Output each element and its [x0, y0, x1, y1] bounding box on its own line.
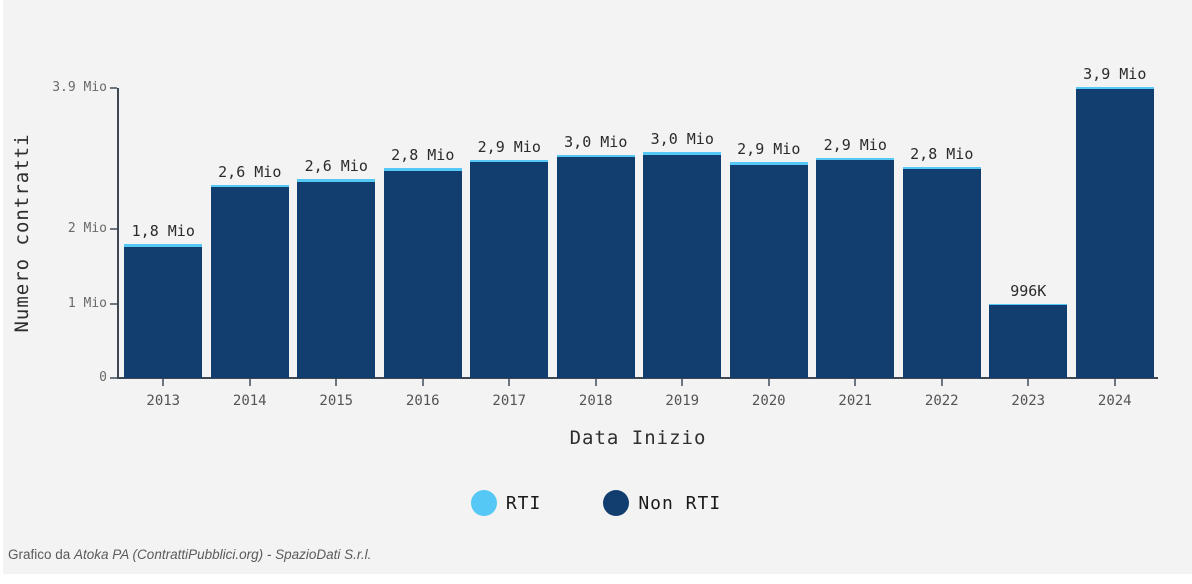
- bar-2022[interactable]: [902, 166, 981, 378]
- x-tick-mark: [1027, 379, 1030, 386]
- legend-swatch-icon: [470, 490, 497, 516]
- y-tick-mark: [110, 87, 117, 89]
- y-tick-mark: [110, 228, 117, 231]
- x-tick-mark: [248, 379, 251, 386]
- y-axis-title: Numero contratti: [11, 133, 33, 333]
- bar-segment-rti[interactable]: [729, 162, 808, 165]
- bar-segment-rti[interactable]: [816, 157, 895, 161]
- y-tick-label: 1 Mio: [67, 295, 107, 311]
- legend-item-non-rti[interactable]: Non RTI: [603, 490, 721, 516]
- bar-value-label: 2,6 Mio: [304, 156, 368, 175]
- x-tick-mark: [767, 379, 770, 386]
- bar-value-label: 2,6 Mio: [218, 162, 282, 181]
- footer-attribution: Grafico da Atoka PA (ContrattiPubblici.o…: [8, 547, 371, 562]
- bar-segment-non-rti[interactable]: [643, 154, 722, 378]
- bar-value-label: 2,8 Mio: [910, 144, 974, 163]
- bar-2016[interactable]: [383, 168, 462, 378]
- x-axis-title: Data Inizio: [569, 427, 707, 449]
- x-tick-label: 2022: [924, 393, 959, 409]
- bar-segment-non-rti[interactable]: [1075, 88, 1154, 378]
- bar-2024[interactable]: [1075, 87, 1154, 378]
- bar-2017[interactable]: [470, 160, 549, 378]
- x-tick-label: 2021: [838, 393, 873, 409]
- legend-label: Non RTI: [638, 492, 722, 514]
- y-axis-line: [117, 88, 119, 378]
- bar-segment-non-rti[interactable]: [470, 162, 549, 378]
- bar-segment-non-rti[interactable]: [729, 164, 808, 378]
- x-tick-label: 2016: [405, 393, 440, 409]
- bar-segment-rti[interactable]: [989, 303, 1068, 305]
- bar-segment-rti[interactable]: [556, 154, 635, 158]
- bar-segment-non-rti[interactable]: [989, 304, 1068, 378]
- x-tick-mark: [508, 379, 511, 386]
- bar-2014[interactable]: [210, 184, 289, 378]
- bar-segment-rti[interactable]: [470, 160, 549, 163]
- x-tick-label: 2017: [492, 393, 527, 409]
- bar-segment-rti[interactable]: [383, 168, 462, 171]
- legend: RTI Non RTI: [0, 490, 1192, 516]
- bar-value-label: 2,9 Mio: [823, 135, 887, 154]
- y-tick-label: 2 Mio: [67, 221, 107, 237]
- bar-segment-rti[interactable]: [643, 151, 722, 155]
- x-tick-label: 2013: [146, 393, 181, 409]
- bar-segment-non-rti[interactable]: [902, 169, 981, 378]
- bar-segment-non-rti[interactable]: [556, 157, 635, 378]
- bar-value-label: 2,9 Mio: [477, 138, 541, 157]
- bar-2021[interactable]: [816, 157, 895, 378]
- bar-segment-rti[interactable]: [210, 184, 289, 187]
- x-tick-label: 2020: [751, 393, 786, 409]
- bar-segment-non-rti[interactable]: [383, 170, 462, 378]
- bar-2018[interactable]: [556, 154, 635, 378]
- x-tick-mark: [854, 379, 857, 386]
- bar-value-label: 1,8 Mio: [131, 222, 195, 241]
- footer-source: Atoka PA (ContrattiPubblici.org) - Spazi…: [74, 547, 372, 562]
- bar-2013[interactable]: [124, 244, 203, 378]
- bar-value-label: 3,0 Mio: [564, 132, 628, 151]
- bar-2020[interactable]: [729, 162, 808, 378]
- bar-segment-rti[interactable]: [1075, 87, 1154, 89]
- bar-segment-non-rti[interactable]: [210, 186, 289, 378]
- bar-2019[interactable]: [643, 151, 722, 378]
- x-tick-mark: [162, 379, 165, 386]
- bar-2023[interactable]: [989, 303, 1068, 378]
- legend-swatch-icon: [603, 490, 630, 516]
- x-tick-label: 2019: [665, 393, 700, 409]
- bar-value-label: 2,9 Mio: [737, 140, 801, 159]
- x-tick-label: 2014: [232, 393, 267, 409]
- x-tick-label: 2023: [1011, 393, 1046, 409]
- legend-item-rti[interactable]: RTI: [470, 490, 542, 516]
- y-tick-mark: [110, 302, 117, 305]
- x-tick-mark: [1113, 379, 1116, 386]
- bar-2015[interactable]: [297, 178, 376, 378]
- bar-value-label: 2,8 Mio: [391, 146, 455, 165]
- x-tick-mark: [940, 379, 943, 386]
- x-tick-mark: [335, 379, 338, 386]
- bar-segment-rti[interactable]: [297, 178, 376, 182]
- y-tick-label: 3.9 Mio: [52, 80, 107, 95]
- y-tick-label: 0: [99, 370, 107, 385]
- bar-segment-rti[interactable]: [124, 244, 203, 248]
- footer-prefix: Grafico da: [8, 547, 75, 562]
- y-tick-mark: [110, 377, 117, 379]
- bar-value-label: 3,0 Mio: [650, 129, 714, 148]
- bar-value-label: 3,9 Mio: [1083, 65, 1147, 84]
- bar-segment-non-rti[interactable]: [124, 247, 203, 378]
- bar-segment-non-rti[interactable]: [816, 160, 895, 378]
- bar-segment-non-rti[interactable]: [297, 181, 376, 378]
- x-tick-label: 2024: [1097, 393, 1132, 409]
- x-tick-mark: [421, 379, 424, 386]
- x-tick-label: 2018: [578, 393, 613, 409]
- x-tick-label: 2015: [319, 393, 354, 409]
- x-axis-line: [117, 377, 1158, 379]
- bar-segment-rti[interactable]: [902, 166, 981, 170]
- x-tick-mark: [681, 379, 684, 386]
- legend-label: RTI: [505, 492, 542, 514]
- x-tick-mark: [594, 379, 597, 386]
- bar-value-label: 996K: [1010, 281, 1047, 300]
